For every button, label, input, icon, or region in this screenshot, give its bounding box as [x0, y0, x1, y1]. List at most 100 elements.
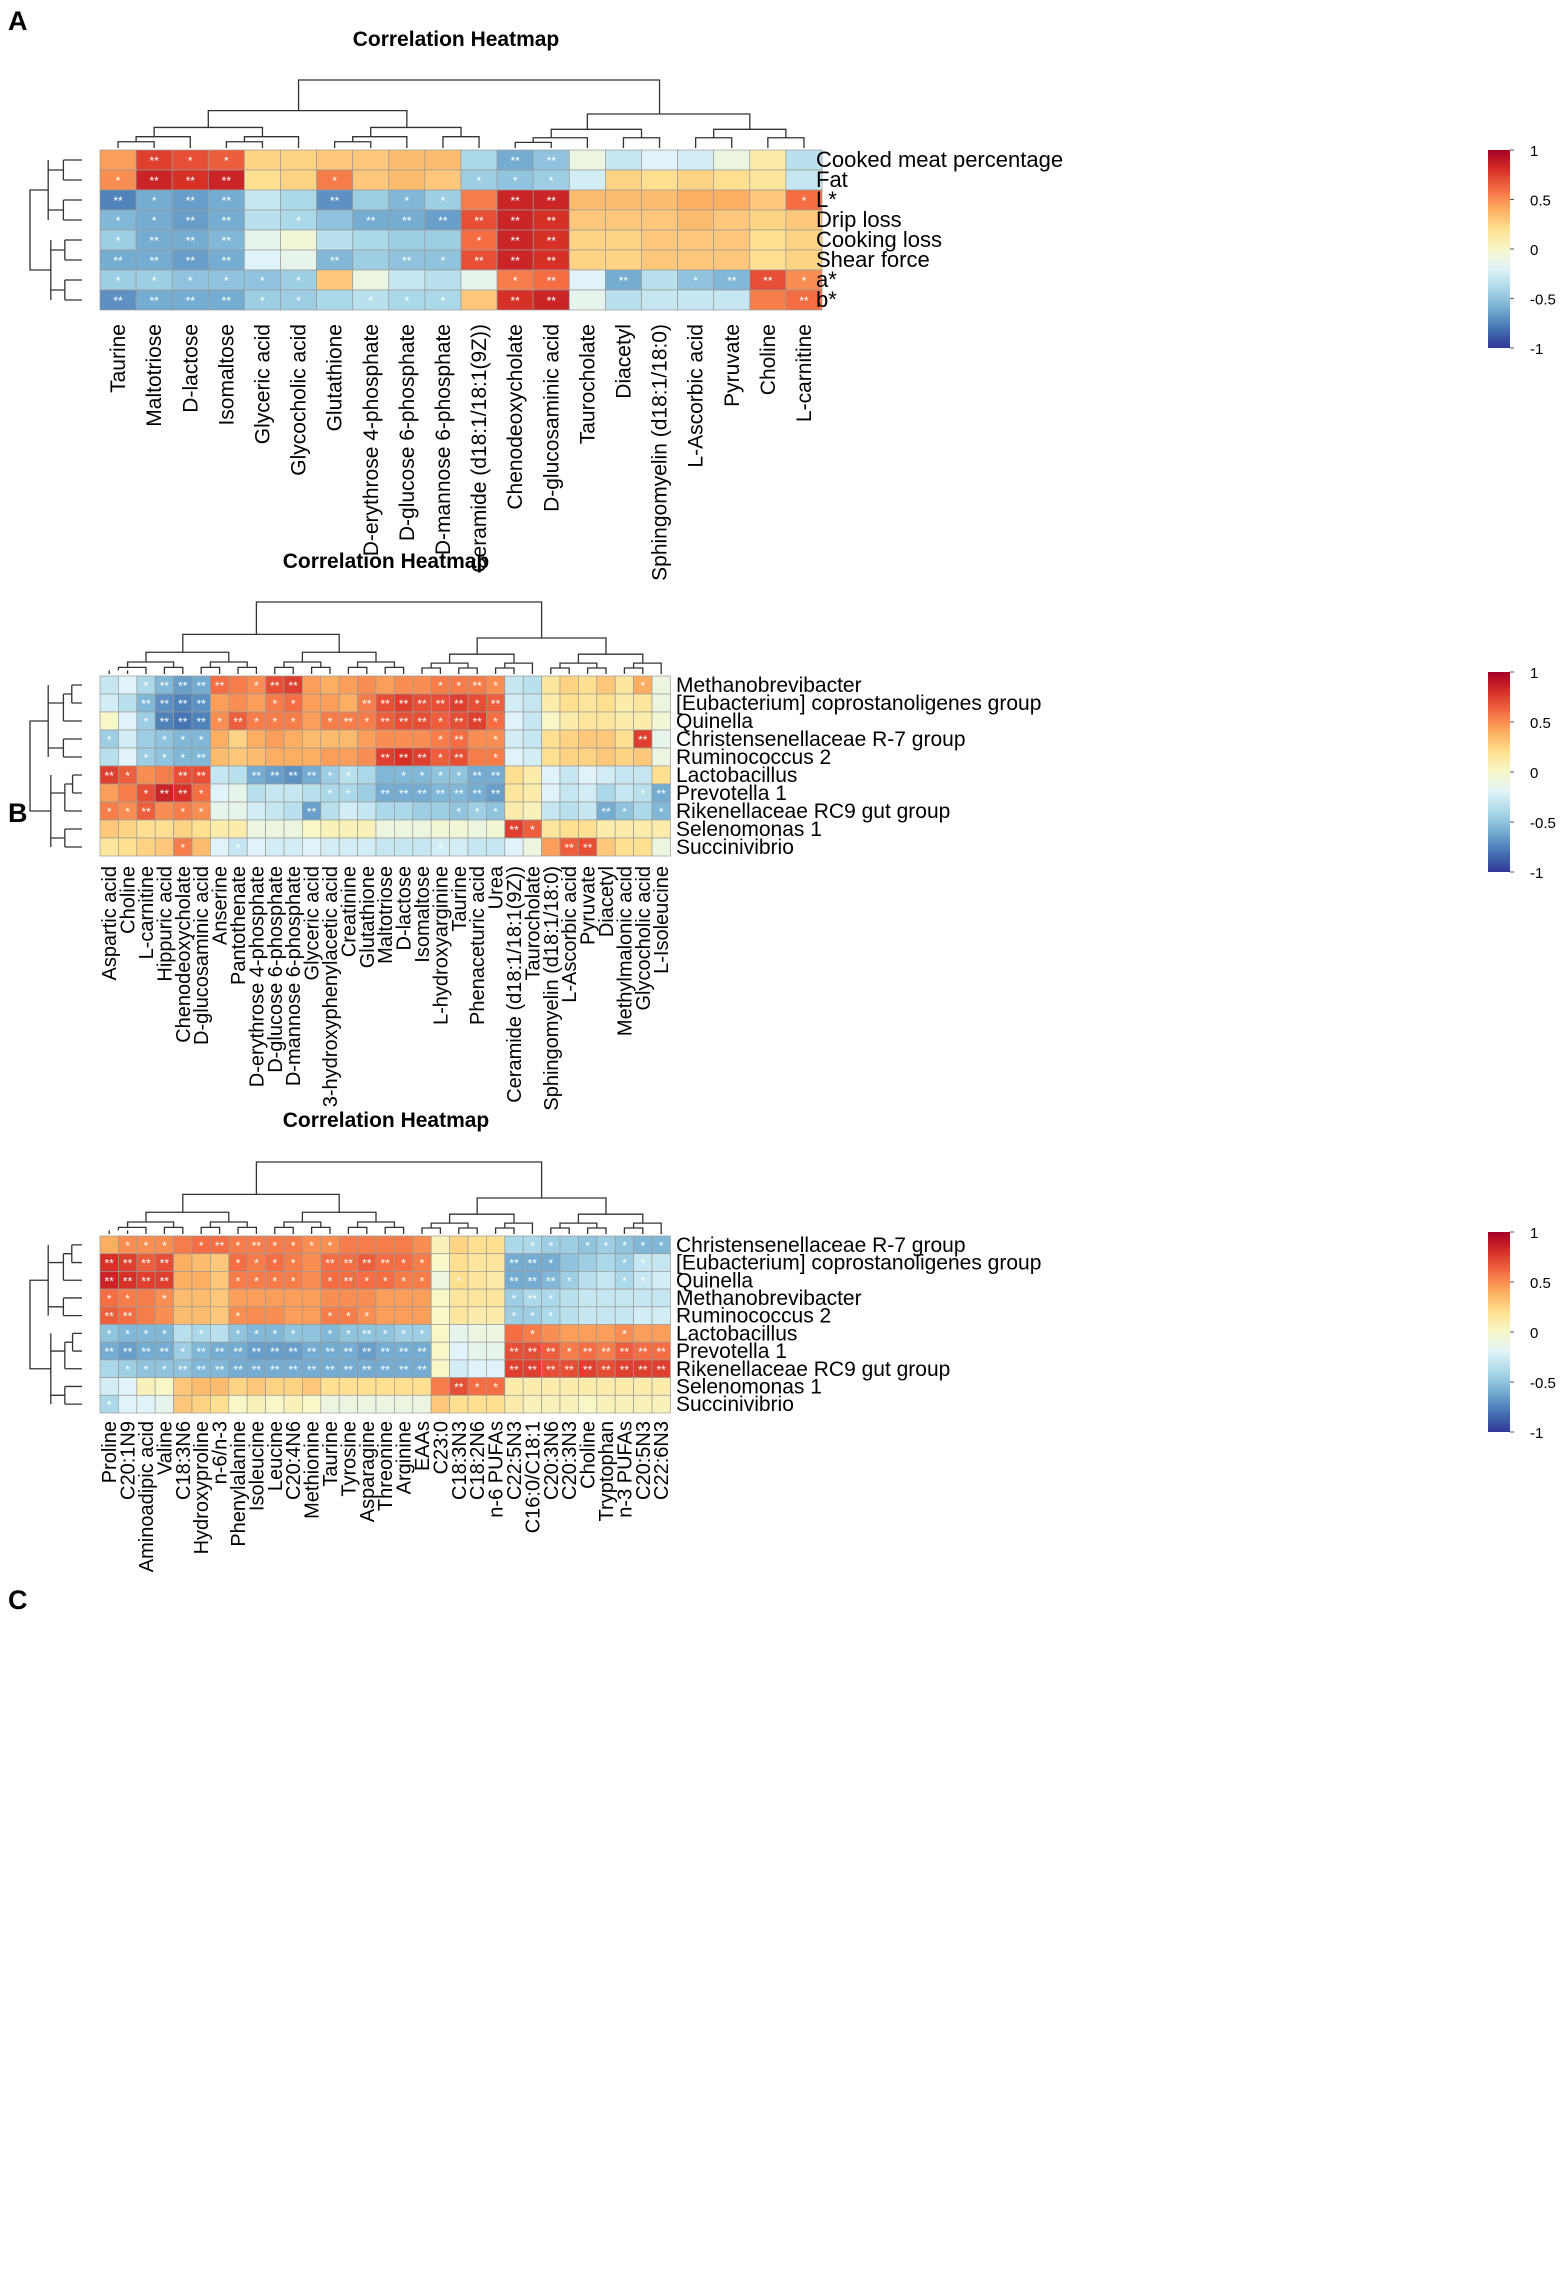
significance-mark: ** — [362, 697, 372, 711]
significance-mark: ** — [583, 1345, 593, 1359]
significance-mark: * — [116, 214, 121, 228]
heatmap-cell — [641, 189, 678, 211]
column-label: Choline — [578, 1421, 600, 1489]
significance-mark: * — [493, 751, 498, 765]
heatmap-cell — [430, 819, 450, 839]
heatmap-cell — [210, 1324, 230, 1343]
heatmap-cell — [449, 1306, 469, 1325]
significance-mark: * — [180, 841, 185, 855]
heatmap-cell — [614, 729, 634, 749]
heatmap-cell — [486, 1288, 506, 1308]
significance-mark: ** — [215, 1239, 225, 1253]
significance-mark: ** — [197, 679, 207, 693]
significance-mark: * — [438, 715, 443, 729]
significance-mark: * — [659, 805, 664, 819]
heatmap-cell — [357, 801, 377, 821]
heatmap-cell — [210, 783, 230, 803]
significance-mark: ** — [344, 1257, 354, 1271]
row-label: a* — [816, 267, 837, 292]
heatmap-cell — [228, 729, 248, 749]
heatmap-cell — [614, 837, 634, 857]
heatmap-cell — [633, 1394, 653, 1414]
significance-mark: * — [802, 274, 807, 288]
significance-mark: ** — [222, 174, 232, 188]
heatmap-cell — [522, 783, 542, 803]
row-dendrogram — [29, 159, 82, 301]
heatmap-cell — [467, 1253, 487, 1272]
color-scale-bar — [1488, 672, 1510, 872]
row-label: [Eubacterium] coprostanoligenes group — [676, 1252, 1041, 1275]
significance-mark: ** — [454, 787, 464, 801]
heatmap-cell — [541, 819, 561, 839]
heatmap-cell — [191, 1377, 211, 1396]
heatmap-cell — [596, 729, 616, 749]
significance-mark: * — [107, 805, 112, 819]
heatmap-cell — [228, 747, 248, 767]
heatmap-cell — [412, 801, 432, 821]
significance-mark: ** — [381, 1257, 391, 1271]
significance-mark: * — [401, 769, 406, 783]
heatmap-cell — [541, 765, 561, 785]
column-label: C20:3N3 — [559, 1421, 581, 1500]
significance-mark: * — [291, 715, 296, 729]
heatmap-cell — [559, 1288, 579, 1308]
significance-mark: ** — [222, 294, 232, 308]
color-scale-label: -1 — [1530, 341, 1543, 358]
column-label: D-mannose 6-phosphate — [432, 324, 455, 555]
significance-mark: * — [475, 805, 480, 819]
significance-mark: * — [199, 1327, 204, 1341]
heatmap-cell — [430, 1271, 450, 1290]
heatmap-cell — [504, 1394, 524, 1414]
heatmap-cell — [541, 1324, 561, 1343]
heatmap-cell — [460, 149, 498, 171]
significance-mark: * — [456, 679, 461, 693]
significance-mark: ** — [438, 214, 448, 228]
significance-mark: ** — [252, 1345, 262, 1359]
column-label: D-mannose 6-phosphate — [283, 866, 305, 1086]
significance-mark: * — [346, 1327, 351, 1341]
heatmap-cell — [614, 747, 634, 767]
heatmap-cell — [265, 837, 285, 857]
heatmap-cell — [467, 1341, 487, 1361]
heatmap-cell — [283, 729, 303, 749]
heatmap-cell — [467, 1394, 487, 1414]
significance-mark: * — [477, 174, 482, 188]
heatmap-cell — [99, 149, 137, 171]
significance-mark: ** — [381, 787, 391, 801]
heatmap-cell — [352, 249, 390, 271]
significance-mark: ** — [197, 751, 207, 765]
heatmap-cell — [412, 1377, 432, 1396]
heatmap-cell — [118, 711, 138, 731]
row-label: Drip loss — [816, 207, 902, 232]
heatmap-cell — [578, 819, 598, 839]
heatmap-cell — [136, 819, 156, 839]
column-dendrogram — [117, 79, 805, 148]
heatmap-cell — [559, 783, 579, 803]
heatmap-cell — [228, 693, 248, 713]
significance-mark: * — [585, 1239, 590, 1253]
significance-mark: * — [604, 1239, 609, 1253]
column-label: L-hydroxyarginine — [430, 866, 452, 1025]
heatmap-cell — [504, 711, 524, 731]
significance-mark: ** — [270, 1363, 280, 1377]
heatmap-cell — [173, 1253, 193, 1272]
heatmap-cell — [641, 229, 678, 251]
significance-mark: * — [236, 1239, 241, 1253]
heatmap-cell — [283, 1394, 303, 1414]
column-label: 3-hydroxyphenylacetic acid — [320, 866, 342, 1107]
heatmap-cell — [173, 1306, 193, 1325]
heatmap-cell — [118, 1394, 138, 1414]
heatmap-cell — [210, 765, 230, 785]
heatmap-cell — [559, 1306, 579, 1325]
heatmap-cell — [633, 693, 653, 713]
heatmap-cell — [388, 169, 426, 191]
significance-mark: * — [291, 1327, 296, 1341]
heatmap-cell — [228, 783, 248, 803]
significance-mark: * — [693, 274, 698, 288]
significance-mark: ** — [417, 697, 427, 711]
column-label: D-lactose — [394, 866, 416, 950]
significance-mark: ** — [510, 254, 520, 268]
heatmap-cell — [596, 765, 616, 785]
heatmap-cell — [651, 1288, 671, 1308]
heatmap-cell — [522, 801, 542, 821]
